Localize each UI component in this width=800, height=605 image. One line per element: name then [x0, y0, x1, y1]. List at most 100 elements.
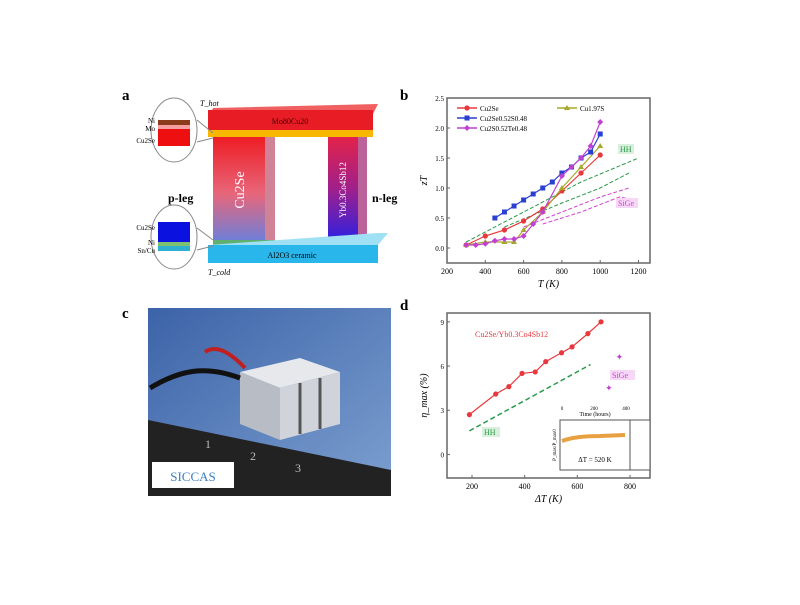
- data-point: [598, 319, 604, 325]
- data-point: [493, 391, 499, 397]
- legend-marker: [464, 115, 470, 121]
- inset-y-label: P_max/P_max0: [553, 429, 558, 461]
- y-tick-label: 0.5: [435, 215, 444, 223]
- data-point: [539, 209, 546, 215]
- t-cold-label: T_cold: [208, 268, 231, 277]
- series-line: [469, 363, 591, 432]
- plot-frame: [446, 97, 651, 264]
- inset-label: Sn/Cu: [137, 247, 155, 255]
- data-point: [597, 152, 603, 158]
- x-tick-label: 600: [571, 482, 583, 491]
- panel-label-a: a: [122, 88, 130, 104]
- data-point: [521, 197, 527, 203]
- x-tick-label: 600: [518, 267, 530, 276]
- x-tick-label: 200: [441, 267, 453, 276]
- series-line: [469, 321, 602, 416]
- data-point: [519, 370, 525, 377]
- data-point: [482, 233, 488, 239]
- data-point: [511, 203, 517, 209]
- series-label: Cu2Se/Yb0.3Co4Sb12: [475, 330, 548, 339]
- n-leg-block: [328, 137, 358, 240]
- module-side: [240, 372, 280, 440]
- ni-layer: [158, 120, 190, 125]
- n-leg-material: Yb0.3Co4Sb12: [338, 162, 348, 218]
- x-tick-label: 1000: [592, 267, 608, 276]
- data-point: [463, 242, 470, 248]
- lead-wire-black: [148, 368, 241, 391]
- data-point: [578, 155, 585, 161]
- y-tick-label: 0: [441, 451, 445, 459]
- inset-x-tick: 0: [561, 407, 564, 412]
- data-point: [588, 149, 594, 155]
- x-tick-label: 200: [466, 482, 478, 491]
- annotation-box: [610, 370, 635, 380]
- top-interface-layer: [208, 130, 373, 137]
- data-point: [530, 191, 536, 197]
- x-tick-label: 800: [624, 482, 636, 491]
- logo-box: [152, 462, 234, 488]
- reference-curve-sige: [523, 187, 630, 228]
- top-electrode: [208, 110, 373, 130]
- legend-marker: [464, 105, 470, 111]
- panel-d-efficiency-chart: d 200 400 600 800 0 3 6 9 ΔT (K) η_max (%) ✦ ✦ Cu2Se…: [400, 298, 651, 505]
- data-point: [558, 173, 565, 179]
- n-leg-label: n-leg: [372, 191, 397, 205]
- data-point: [506, 384, 512, 390]
- module-front: [280, 372, 340, 440]
- legend-label: Cu1.97S: [580, 105, 604, 113]
- x-axis-label: ΔT (K): [534, 494, 563, 505]
- inset-label: Ni: [148, 117, 155, 125]
- series-line: [465, 154, 601, 246]
- t-hot-label: T_hot: [200, 99, 219, 108]
- y-axis-label: η_max (%): [419, 373, 430, 418]
- legend-marker: [564, 105, 570, 110]
- x-tick-label: 1200: [631, 267, 647, 276]
- data-point: [532, 369, 538, 375]
- y-tick-label: 3: [441, 407, 445, 415]
- y-axis-label: zT: [419, 174, 430, 186]
- inset-right-axis: [629, 419, 651, 471]
- n-leg-side: [358, 137, 367, 240]
- siccas-logo: SICCAS: [170, 469, 216, 484]
- data-point: ✦: [616, 352, 624, 362]
- data-point: [530, 221, 537, 227]
- inset-pointer: [196, 245, 214, 251]
- panel-a-module-diagram: a T_hot Mo80Cu20 Cu2Se Yb0.3Co4Sb12 Al2O…: [122, 88, 397, 277]
- cu2se-top-layer: [158, 129, 190, 146]
- y-tick-label: 9: [441, 319, 445, 327]
- ruler-mark: 3: [295, 461, 301, 475]
- annotation-box: [618, 144, 634, 154]
- data-point: [482, 240, 489, 247]
- ceramic-top: [208, 233, 388, 245]
- inset-annotation: ΔT = 520 K: [578, 456, 611, 464]
- data-point: [587, 143, 594, 149]
- x-tick-label: 400: [479, 267, 491, 276]
- annotation-hh: HH: [484, 428, 496, 437]
- reference-curve-hh: [465, 157, 639, 243]
- reference-curve-sige: [542, 196, 635, 225]
- data-point: [597, 119, 604, 125]
- module-top: [240, 358, 340, 388]
- p-leg-label: p-leg: [168, 191, 193, 205]
- y-tick-label: 0.0: [435, 245, 444, 253]
- mo-layer: [158, 125, 190, 129]
- inset-label: Cu2Se: [136, 224, 155, 232]
- data-point: [501, 209, 507, 215]
- data-point: [578, 164, 585, 169]
- data-point: [520, 227, 527, 232]
- data-point: [585, 331, 591, 337]
- x-tick-label: 400: [519, 482, 531, 491]
- y-tick-label: 1.0: [435, 185, 444, 193]
- data-point: ✦: [605, 383, 613, 393]
- data-point: [466, 412, 472, 418]
- data-point: [501, 236, 508, 242]
- data-point: [568, 164, 575, 170]
- panel-label-d: d: [400, 298, 409, 314]
- inset-x-tick: 400: [622, 407, 630, 412]
- y-tick-label: 6: [441, 363, 445, 371]
- p-leg-material: Cu2Se: [233, 171, 248, 208]
- panel-label-c: c: [122, 306, 129, 322]
- ni-layer: [158, 242, 190, 246]
